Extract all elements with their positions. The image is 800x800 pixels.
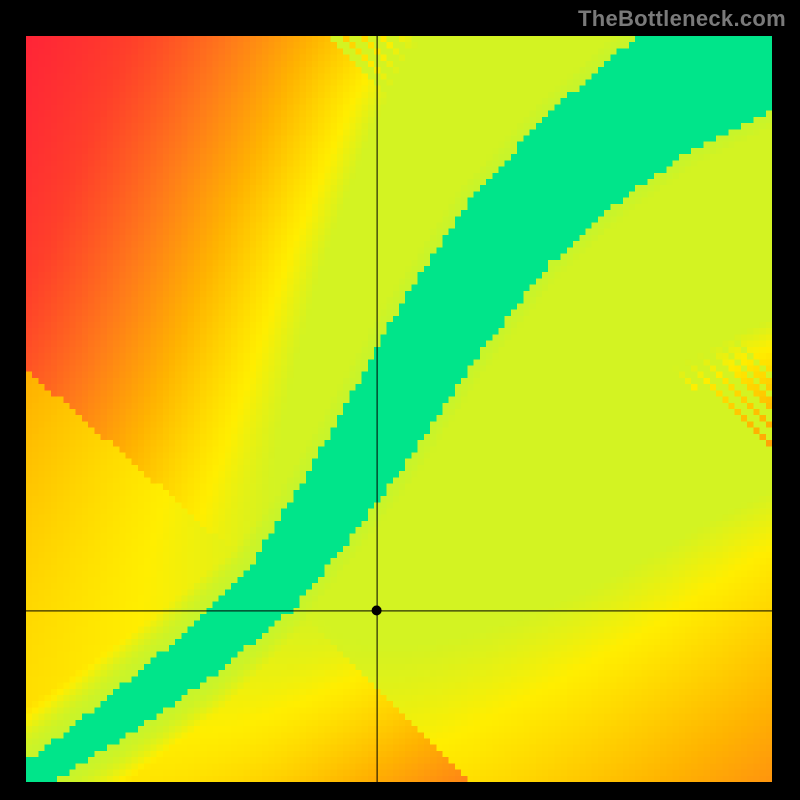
watermark-text: TheBottleneck.com (578, 6, 786, 32)
chart-container: TheBottleneck.com (0, 0, 800, 800)
heatmap-plot (26, 36, 772, 782)
overlay-canvas (26, 36, 772, 782)
